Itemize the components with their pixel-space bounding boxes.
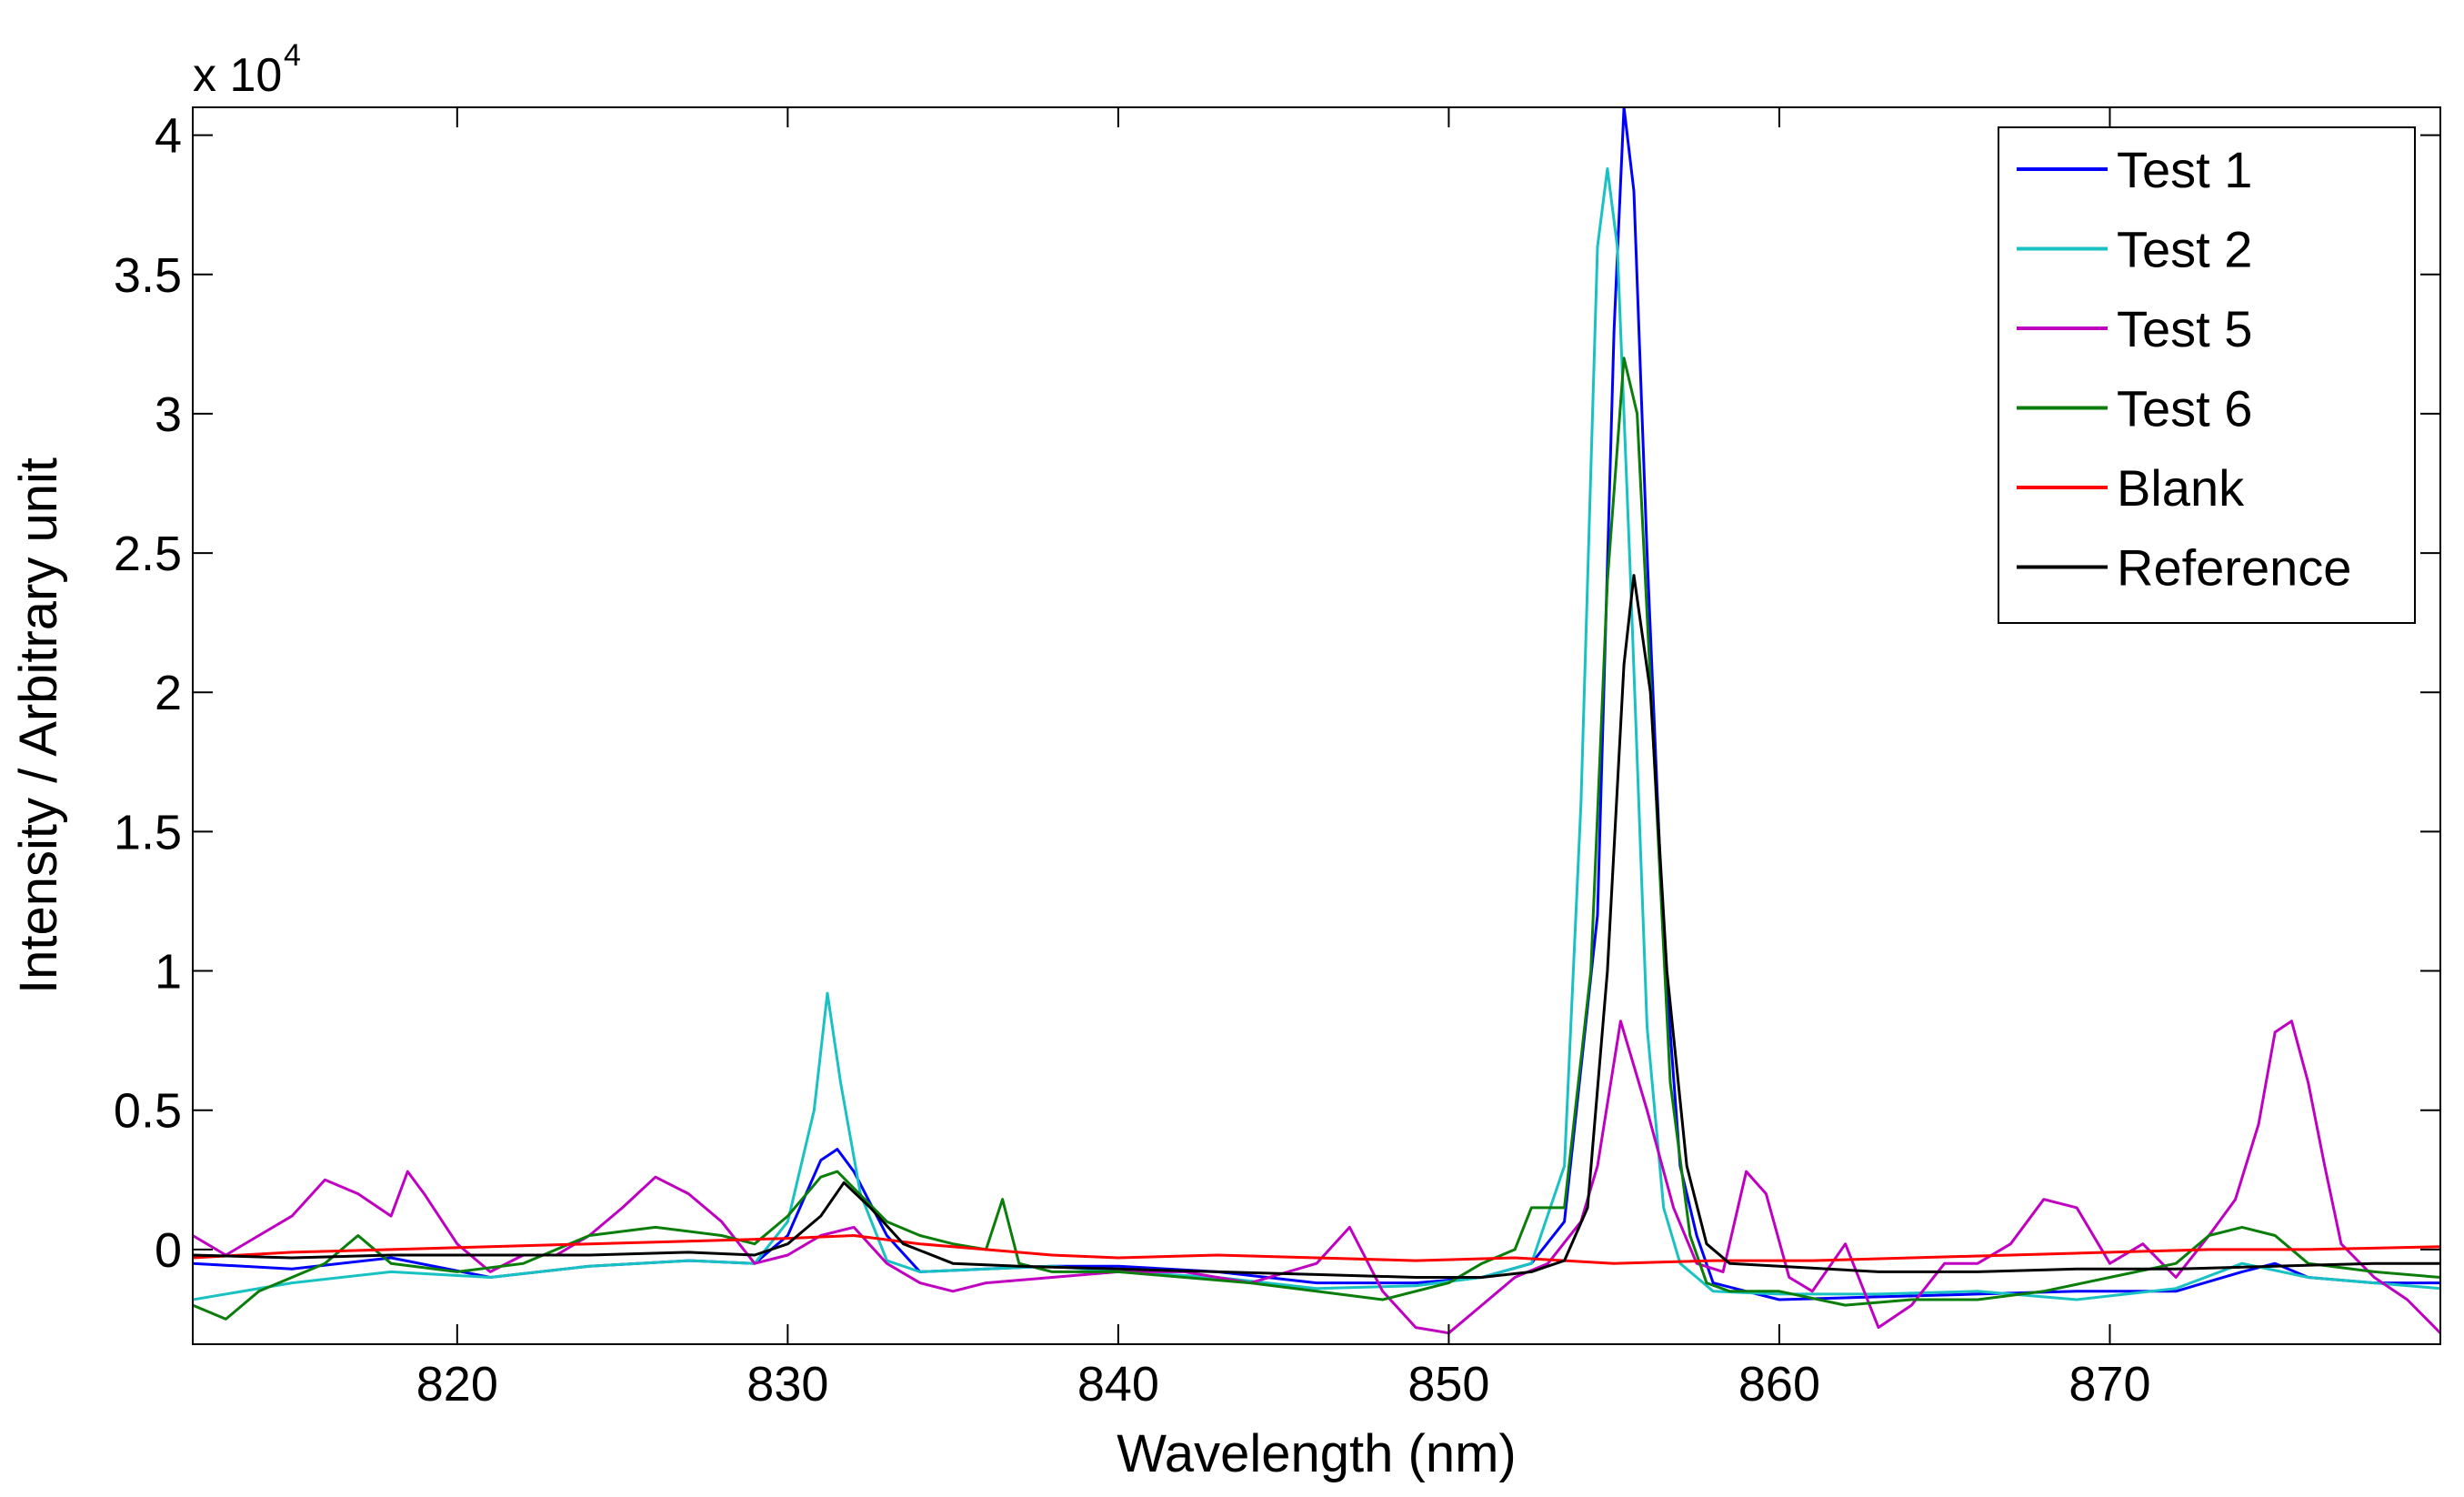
y-multiplier: x 10 4 [193, 38, 301, 102]
x-tick-label: 820 [416, 1357, 498, 1412]
legend-label: Test 5 [2117, 300, 2252, 357]
y-multiplier-exponent: 4 [284, 38, 301, 73]
y-multiplier-base: x 10 [193, 49, 282, 102]
y-tick-label: 3.5 [114, 248, 182, 303]
x-tick-label: 860 [1738, 1357, 1820, 1412]
legend-label: Test 1 [2117, 141, 2252, 198]
series-line-test-6 [193, 357, 2440, 1321]
x-tick-label: 870 [2068, 1357, 2150, 1412]
x-axis-label: Wavelength (nm) [1117, 1424, 1516, 1483]
x-axis-ticks: 820 830 840 850 860 870 [416, 107, 2151, 1412]
y-tick-label: 2.5 [114, 527, 182, 581]
x-tick-label: 850 [1407, 1357, 1489, 1412]
legend-label: Test 2 [2117, 221, 2252, 278]
series-line-blank [193, 1234, 2440, 1265]
series-line-test-2 [193, 166, 2440, 1301]
legend-label: Test 6 [2117, 380, 2252, 437]
y-axis-label: Intensity / Arbitrary unit [9, 457, 68, 994]
y-tick-label: 4 [155, 109, 182, 164]
x-tick-label: 840 [1077, 1357, 1159, 1412]
y-tick-label: 0.5 [114, 1084, 182, 1139]
y-tick-label: 2 [155, 666, 182, 720]
plot-clip-group [193, 107, 2440, 1335]
series-layer [193, 107, 2440, 1335]
legend-box [1998, 126, 2416, 624]
y-axis-ticks: 0 0.5 1 1.5 2 2.5 3 3.5 4 [114, 109, 2440, 1278]
legend: Test 1 Test 2 Test 5 Test 6 Blank Reference [1998, 126, 2416, 624]
legend-label: Blank [2117, 459, 2245, 517]
y-tick-label: 0 [155, 1223, 182, 1278]
y-tick-label: 3 [155, 387, 182, 442]
legend-label: Reference [2117, 539, 2351, 597]
x-tick-label: 830 [746, 1357, 828, 1412]
series-line-reference [193, 574, 2440, 1279]
plot-frame [192, 106, 2441, 1345]
y-tick-label: 1.5 [114, 805, 182, 859]
y-tick-label: 1 [155, 945, 182, 1000]
